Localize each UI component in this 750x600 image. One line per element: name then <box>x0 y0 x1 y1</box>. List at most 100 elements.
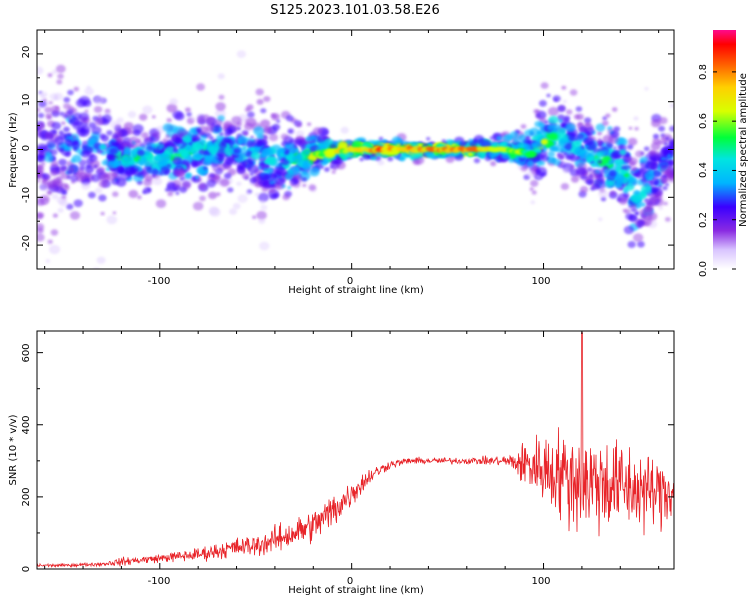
spectrogram-cell <box>243 131 248 136</box>
spectrogram-cell <box>635 211 639 215</box>
spectrogram-cell <box>160 152 172 162</box>
spectrogram-cell <box>540 82 549 89</box>
spectrogram-cell <box>294 138 303 146</box>
spectrogram-cell <box>50 105 60 114</box>
spectrogram-cell <box>277 148 287 157</box>
spectrogram-cell <box>502 134 512 143</box>
spectrogram-cell <box>101 159 109 166</box>
spectrogram-cell <box>584 144 589 148</box>
spectrogram-cell <box>287 128 294 134</box>
spectrogram-cell <box>652 169 662 178</box>
spectrogram-cell <box>205 116 215 125</box>
spectrogram-cell <box>208 191 218 200</box>
spectrogram-cell <box>106 130 113 136</box>
spectrogram-cell <box>658 125 666 132</box>
colorbar-label: Normalized spectral amplitude <box>738 73 749 227</box>
spectrogram-cell <box>84 109 89 113</box>
spectrogram-cell <box>562 99 567 104</box>
spectrogram-cell <box>169 98 178 106</box>
spectrogram-cell <box>142 148 151 156</box>
spectrogram-cell <box>137 195 142 200</box>
spectrogram-cell <box>562 167 570 174</box>
spectrogram-cell <box>663 142 669 147</box>
spectrogram-cell <box>336 156 342 161</box>
spectrogram-cell <box>37 179 41 183</box>
spectrogram-cell <box>196 83 206 91</box>
spectrogram-cell <box>245 191 251 196</box>
spectrogram-cell <box>531 190 537 195</box>
spectrogram-cell <box>175 191 180 195</box>
spectrogram-cell <box>47 180 57 189</box>
spectrogram-cell <box>44 200 49 204</box>
spectrogram-cell <box>625 213 634 220</box>
spectrogram-cell <box>37 123 45 130</box>
spectrogram-cell <box>534 121 542 128</box>
spectrogram-cell <box>155 199 167 209</box>
spectrogram-cell <box>224 163 232 170</box>
spectrogram-cell <box>49 244 61 255</box>
spectrogram-cell <box>37 212 43 220</box>
spectrogram-cell <box>667 160 674 166</box>
spectrogram-cell <box>598 189 609 199</box>
spectrogram-cell <box>640 202 646 207</box>
spectrogram-cell <box>49 93 59 101</box>
spectrogram-cell <box>73 147 78 151</box>
spectrogram-cell <box>312 127 323 136</box>
spectrogram-cell <box>266 172 277 182</box>
spectrogram-cell <box>244 107 251 112</box>
spectrogram-cell <box>556 128 566 137</box>
spectrogram-cell <box>88 122 97 129</box>
spectrogram-cell <box>260 119 271 128</box>
spectrogram-cell <box>643 212 653 221</box>
spectrogram-cell <box>73 199 83 208</box>
spectrogram-cell <box>166 181 176 190</box>
spectrogram-cell <box>530 179 539 187</box>
spectrogram-cell <box>245 150 253 157</box>
spectrogram-cell <box>247 164 259 174</box>
spectrogram-cell <box>184 173 192 180</box>
spectrogram-cell <box>37 166 42 174</box>
spectrogram-cell <box>233 161 238 165</box>
spectrogram-cell <box>98 114 102 118</box>
colorbar-tick-label-0: 0.0 <box>698 261 709 277</box>
spectrogram-cell <box>75 174 85 183</box>
spectrogram-cell <box>152 177 163 186</box>
spectrogram-cell <box>307 122 312 126</box>
spectrogram-cell <box>208 143 212 147</box>
spectrogram-cell <box>535 109 540 114</box>
spectrogram-cell <box>88 191 96 199</box>
spectrogram-cell <box>138 136 143 140</box>
spectrogram-cell <box>576 166 587 176</box>
spectrogram-cell <box>445 155 455 163</box>
spectrogram-cell <box>158 141 164 146</box>
spectrogram-cell <box>191 134 201 143</box>
spectrogram-cell <box>61 121 66 125</box>
spectrogram-cell <box>595 123 606 132</box>
spectrogram-cell <box>50 160 59 168</box>
spectrogram-cell <box>63 126 70 133</box>
spectrogram-cell <box>64 184 68 188</box>
spectrogram-cell <box>669 103 674 108</box>
spectrogram-cell <box>575 141 580 146</box>
spectrogram-cell <box>630 203 637 209</box>
top-ytick-label-2: 0 <box>21 145 32 151</box>
spectrogram-cell <box>584 121 591 127</box>
spectrogram-cell <box>133 136 139 142</box>
spectrogram-cell <box>541 172 547 177</box>
spectrogram-cell <box>171 135 176 140</box>
spectrogram-cell <box>67 169 73 175</box>
spectrogram-cell <box>519 153 526 159</box>
spectrogram-cell <box>47 73 53 78</box>
spectrogram-cell <box>592 147 599 153</box>
spectrogram-cell <box>236 50 247 58</box>
spectrogram-cell <box>656 191 663 196</box>
spectrogram-cell <box>61 195 67 200</box>
spectrogram-cell <box>132 124 144 134</box>
spectrogram-cell <box>607 180 614 187</box>
spectrogram-cell <box>644 86 649 91</box>
spectrogram-cell <box>548 145 557 152</box>
spectrogram-cell <box>548 115 559 125</box>
spectrogram-cell <box>627 137 638 146</box>
spectrogram-cell <box>331 170 336 174</box>
spectrogram-cell <box>602 134 614 144</box>
